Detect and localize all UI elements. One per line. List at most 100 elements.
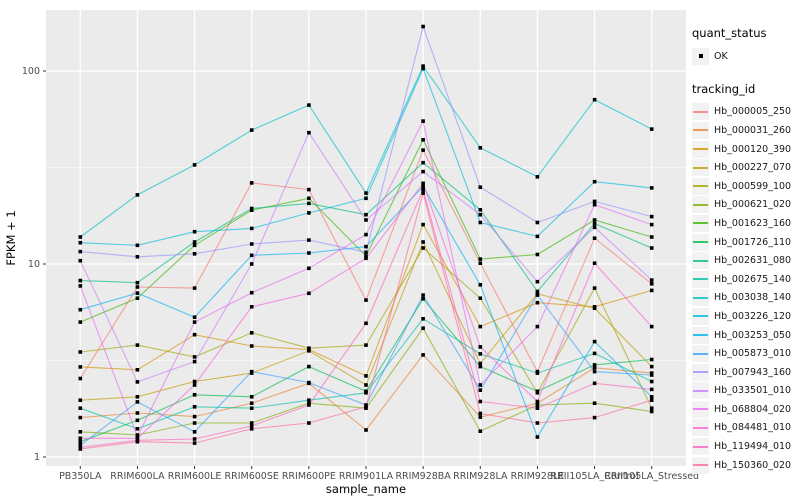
data-point (364, 383, 368, 387)
legend-key-box (692, 345, 709, 363)
legend-key-line-icon (693, 445, 708, 448)
data-point (649, 395, 654, 399)
legend-key-box (692, 400, 709, 418)
legend-key-box (692, 103, 709, 121)
data-point (364, 298, 368, 302)
data-point (649, 127, 654, 131)
data-point (78, 235, 83, 239)
data-point (364, 343, 368, 347)
data-point (592, 221, 597, 226)
data-point (649, 398, 654, 402)
legend-item-label: Hb_068804_020 (714, 403, 792, 415)
data-point (135, 400, 140, 404)
data-point (307, 251, 311, 255)
legend-key-line-icon (693, 166, 708, 169)
legend-key-box (692, 47, 709, 65)
data-point (78, 415, 83, 420)
legend-item-Hb_001623_160: Hb_001623_160 (692, 214, 798, 233)
legend-key-line-icon (693, 222, 708, 225)
data-point (478, 296, 483, 300)
legend-item-Hb_003226_120: Hb_003226_120 (692, 307, 798, 326)
legend-item-label: Hb_000031_260 (714, 124, 792, 136)
data-point (192, 383, 197, 387)
data-point (649, 387, 654, 392)
legend-item-label: Hb_084481_010 (714, 422, 792, 434)
data-point (249, 424, 254, 428)
legend-key-line-icon (693, 241, 708, 244)
data-point (478, 415, 483, 419)
legend-key-line-icon (693, 129, 708, 132)
data-point (192, 320, 197, 324)
legend-item-Hb_119494_010: Hb_119494_010 (692, 437, 798, 456)
legend-item-Hb_084481_010: Hb_084481_010 (692, 419, 798, 438)
data-point (78, 307, 83, 312)
legend-key-box (692, 121, 709, 139)
data-point (307, 130, 311, 135)
y-axis-title: FPKM + 1 (4, 210, 18, 265)
x-tick-label: RRII105LA_Stressed (604, 471, 699, 482)
data-point (135, 380, 140, 384)
data-point (478, 383, 483, 387)
legend-item-label: OK (714, 50, 728, 62)
data-point (135, 436, 140, 441)
data-point (421, 317, 425, 321)
data-point (364, 254, 368, 258)
legend-key-box (692, 363, 709, 381)
data-point (535, 399, 540, 404)
data-point (592, 363, 597, 367)
legend-item-Hb_007943_160: Hb_007943_160 (692, 363, 798, 382)
data-point (592, 339, 597, 344)
data-point (249, 421, 254, 425)
legend-item-label: Hb_150360_020 (714, 459, 792, 471)
x-tick-label: RRIM928BA (395, 471, 451, 482)
data-point (421, 187, 425, 192)
legend-item-label: Hb_002631_080 (714, 255, 792, 267)
data-point (135, 368, 140, 372)
data-point (592, 381, 597, 386)
data-point (478, 352, 483, 356)
legend-item-Hb_002631_080: Hb_002631_080 (692, 251, 798, 270)
legend-item-label: Hb_000621_020 (714, 199, 792, 211)
legend-item-label: Hb_000599_100 (714, 180, 792, 192)
legend-item-Hb_033501_010: Hb_033501_010 (692, 382, 798, 401)
data-point (478, 364, 483, 369)
data-point (307, 266, 311, 271)
legend-key-line-icon (693, 278, 708, 281)
data-point (421, 181, 425, 186)
legend-key-box (692, 196, 709, 214)
y-tick-label: 1 (34, 452, 40, 463)
data-point (649, 288, 654, 293)
data-point (135, 395, 140, 399)
data-point (135, 243, 140, 248)
legend-key-line-icon (693, 296, 708, 299)
legend-key-line-icon (693, 203, 708, 206)
data-point (421, 138, 425, 142)
legend-item-label: Hb_119494_010 (714, 441, 792, 453)
legend-key-box (692, 177, 709, 195)
data-point (78, 320, 83, 324)
data-point (135, 296, 140, 300)
data-point (364, 374, 368, 378)
data-point (307, 238, 311, 242)
data-point (78, 240, 83, 245)
data-point (478, 324, 483, 329)
data-point (307, 211, 311, 215)
data-point (307, 346, 311, 350)
data-point (78, 278, 83, 283)
data-point (592, 225, 597, 230)
legend-item-label: Hb_000005_250 (714, 106, 792, 118)
data-point (649, 278, 654, 282)
legend-item-Hb_003253_050: Hb_003253_050 (692, 326, 798, 345)
data-point (592, 415, 597, 420)
data-point (307, 421, 311, 425)
legend-key-line-icon (693, 426, 708, 429)
data-point (78, 398, 83, 402)
data-point (249, 253, 254, 258)
data-point (649, 379, 654, 384)
legend-item-quant-ok: OK (692, 47, 798, 66)
legend-key-line-icon (693, 408, 708, 411)
data-point (192, 243, 197, 248)
data-point (135, 439, 140, 444)
legend-key-box (692, 289, 709, 307)
data-point (135, 411, 140, 415)
